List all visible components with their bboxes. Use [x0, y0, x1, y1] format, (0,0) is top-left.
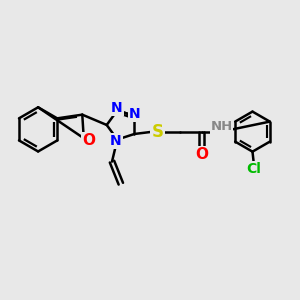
Text: O: O: [82, 133, 95, 148]
Text: NH: NH: [210, 120, 233, 134]
Text: N: N: [110, 134, 122, 148]
Text: Cl: Cl: [247, 162, 261, 176]
Text: S: S: [152, 123, 164, 141]
Text: N: N: [129, 106, 141, 121]
Text: O: O: [195, 147, 208, 162]
Text: N: N: [111, 101, 122, 115]
